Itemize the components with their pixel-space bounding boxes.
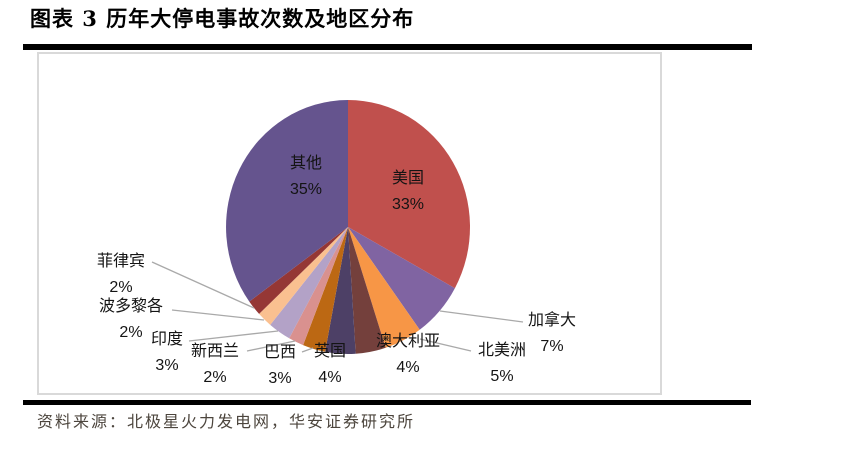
pie-label-pct: 3% <box>268 370 292 387</box>
pie-slice-10 <box>249 227 348 314</box>
pie-label-name: 菲律宾 <box>96 253 146 270</box>
pie-label-pct: 2% <box>119 324 143 341</box>
footer-divider-rule <box>23 400 751 405</box>
pie-label-philippines: 菲律宾 2% <box>97 249 145 301</box>
pie-slice-8 <box>270 227 348 339</box>
pie-slice-7 <box>289 227 348 346</box>
pie-label-pct: 4% <box>318 369 342 386</box>
pie-label-pct: 33% <box>391 196 425 213</box>
pie-label-new-zealand: 新西兰 2% <box>191 339 239 391</box>
pie-label-others: 其他 35% <box>290 151 322 203</box>
pie-label-brazil: 巴西 3% <box>264 340 296 392</box>
pie-label-india: 印度 3% <box>151 327 183 379</box>
pie-label-pct: 5% <box>490 368 514 385</box>
pie-label-name: 澳大利亚 <box>375 333 441 350</box>
pie-slice-4 <box>348 227 386 354</box>
pie-label-puerto-rico: 波多黎各 2% <box>99 294 163 346</box>
figure-title: 图表 3 历年大停电事故次数及地区分布 <box>30 6 415 31</box>
pie-label-name: 英国 <box>313 343 347 360</box>
leader-line-puerto-rico <box>171 309 265 321</box>
pie-label-name: 北美洲 <box>477 342 527 359</box>
pie-label-name: 巴西 <box>263 344 297 361</box>
pie-slice-1 <box>348 100 470 289</box>
pie-label-pct: 35% <box>289 181 323 198</box>
pie-label-pct: 3% <box>155 357 179 374</box>
leader-line-new-zealand <box>246 340 296 352</box>
pie-label-name: 波多黎各 <box>98 298 164 315</box>
pie-label-pct: 7% <box>540 338 564 355</box>
title-divider-rule <box>23 44 752 50</box>
pie-label-usa: 美国 33% <box>392 166 424 218</box>
leader-line-north-america <box>419 338 472 352</box>
pie-label-name: 其他 <box>289 155 322 172</box>
pie-slice-group <box>226 100 470 354</box>
pie-slice-11 <box>226 100 348 302</box>
data-source-note: 资料来源：北极星火力发电网，华安证券研究所 <box>37 412 416 431</box>
pie-label-name: 印度 <box>150 331 184 348</box>
pie-label-name: 新西兰 <box>190 343 240 360</box>
leader-line-philippines <box>151 261 255 309</box>
pie-label-name: 美国 <box>391 170 424 187</box>
leader-line-group <box>151 261 524 353</box>
pie-label-name: 加拿大 <box>527 312 577 329</box>
leader-line-brazil <box>301 347 314 353</box>
pie-slice-9 <box>259 227 348 325</box>
pie-label-north-america: 北美洲 5% <box>478 338 526 390</box>
pie-slice-6 <box>303 227 348 352</box>
pie-slice-5 <box>325 227 356 354</box>
leader-line-india <box>188 330 279 342</box>
pie-label-pct: 2% <box>109 279 133 296</box>
pie-label-uk: 英国 4% <box>314 339 346 391</box>
pie-label-canada: 加拿大 7% <box>528 308 576 360</box>
pie-label-australia: 澳大利亚 4% <box>376 329 440 381</box>
pie-slice-2 <box>348 227 455 330</box>
pie-label-pct: 2% <box>203 369 227 386</box>
leader-line-canada <box>439 310 524 323</box>
pie-slice-3 <box>348 227 420 348</box>
pie-label-pct: 4% <box>396 359 420 376</box>
